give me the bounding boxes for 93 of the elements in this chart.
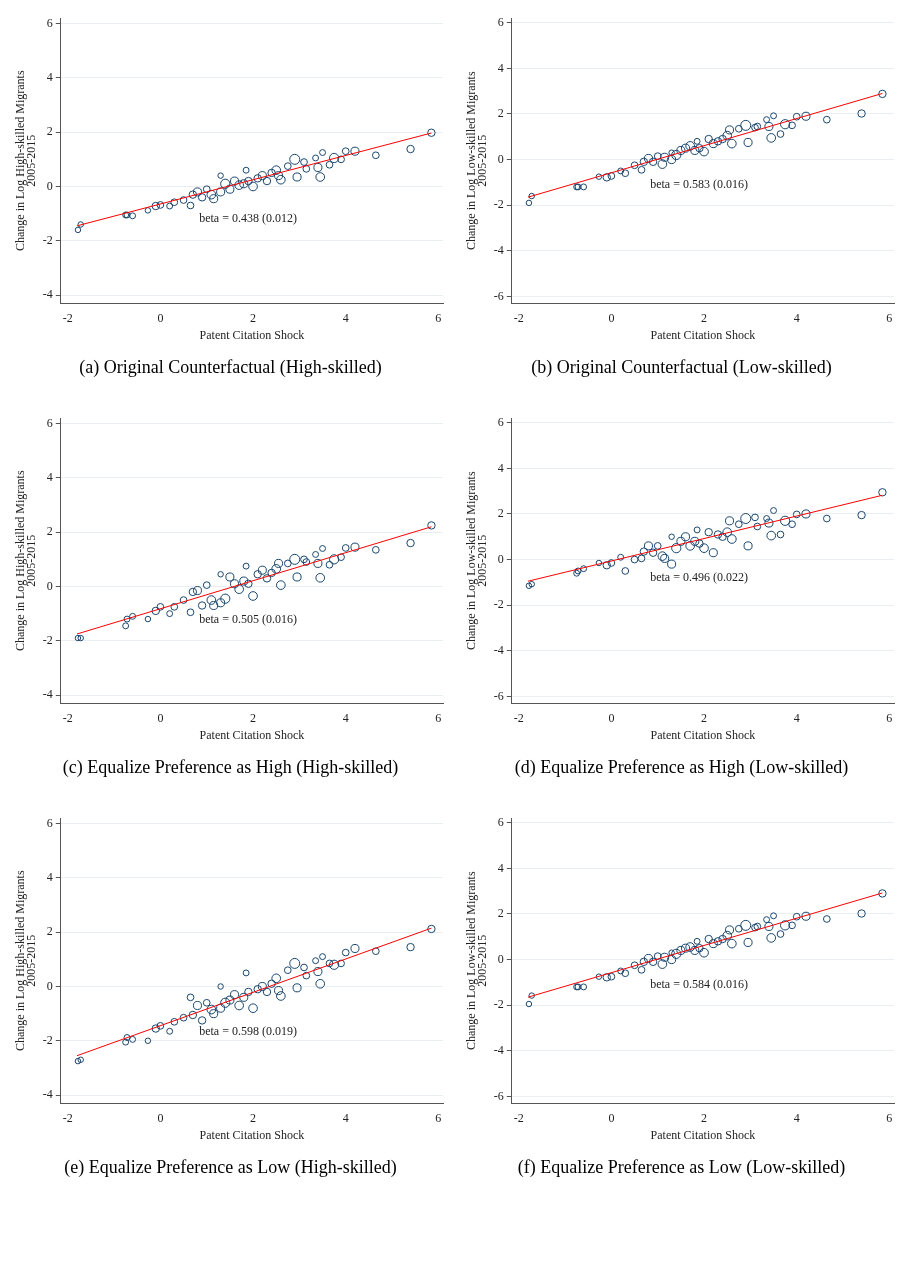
y-tick-label: 6	[46, 815, 53, 830]
y-tick-label: -2	[493, 197, 504, 212]
y-tick-label: 6	[497, 14, 504, 29]
x-tick-label: 0	[156, 1110, 163, 1125]
x-axis-title: Patent Citation Shock	[199, 327, 304, 342]
y-tick-label: 4	[46, 870, 53, 885]
y-tick-label: 4	[46, 470, 53, 485]
text: (a) Original Counterfactual (High-skilled)	[79, 357, 382, 378]
x-tick-label: 6	[885, 1110, 892, 1125]
x-tick-label: 0	[156, 710, 163, 725]
text: (f) Equalize Preference as Low (Low-skilled)	[517, 1157, 846, 1178]
x-tick-label: 6	[434, 1110, 441, 1125]
y-tick-label: 0	[46, 178, 53, 193]
y-tick-label: 4	[497, 860, 504, 875]
x-tick-label: -2	[62, 1110, 73, 1125]
y-tick-label: -2	[42, 1032, 53, 1047]
y-tick-label: 0	[497, 951, 504, 966]
x-axis-title: Patent Citation Shock	[199, 1127, 304, 1142]
annotation: beta = 0.438 (0.012)	[198, 211, 297, 226]
y-tick-label: -4	[42, 1087, 53, 1102]
x-tick-label: 2	[249, 1110, 256, 1125]
y-tick-label: -2	[42, 232, 53, 247]
y-tick-label: 0	[46, 978, 53, 993]
y-tick-label: 0	[497, 551, 504, 566]
x-tick-label: 4	[793, 1110, 800, 1125]
y-tick-label: -2	[42, 632, 53, 647]
y-tick-label: 6	[497, 814, 504, 829]
y-axis-title: Change in Log Low-skilled Migrants 2005-2015	[463, 871, 489, 1051]
x-tick-label: 0	[156, 310, 163, 325]
x-tick-label: 4	[342, 1110, 349, 1125]
y-tick-label: -6	[493, 1088, 504, 1103]
y-tick-label: 2	[497, 906, 504, 921]
x-tick-label: -2	[513, 710, 524, 725]
annotation: beta = 0.598 (0.019)	[198, 1024, 297, 1039]
y-tick-label: 6	[497, 414, 504, 429]
x-tick-label: -2	[62, 310, 73, 325]
x-axis-title: Patent Citation Shock	[650, 327, 755, 342]
x-tick-label: 4	[342, 710, 349, 725]
y-tick-label: 0	[497, 151, 504, 166]
y-tick-label: -4	[493, 642, 504, 657]
x-tick-label: 6	[434, 310, 441, 325]
y-tick-label: 2	[46, 124, 53, 139]
x-axis-title: Patent Citation Shock	[199, 727, 304, 742]
y-tick-label: -6	[493, 688, 504, 703]
y-axis-title: Change in Log Low-skilled Migrants 2005-2015	[463, 71, 489, 251]
x-tick-label: -2	[513, 310, 524, 325]
y-tick-label: -6	[493, 288, 504, 303]
x-axis-title: Patent Citation Shock	[650, 727, 755, 742]
x-tick-label: 4	[793, 710, 800, 725]
annotation: beta = 0.505 (0.016)	[198, 612, 297, 627]
y-tick-label: -2	[493, 597, 504, 612]
y-tick-label: 2	[497, 106, 504, 121]
text: (b) Original Counterfactual (Low-skilled)	[531, 357, 832, 378]
y-tick-label: 6	[46, 415, 53, 430]
y-axis-title: Change in Log High-skilled Migrants 2005-2015	[12, 70, 38, 252]
x-tick-label: 2	[700, 310, 707, 325]
x-tick-label: 2	[249, 710, 256, 725]
x-tick-label: 2	[700, 710, 707, 725]
x-tick-label: 6	[885, 310, 892, 325]
y-tick-label: 2	[46, 524, 53, 539]
y-tick-label: 4	[497, 60, 504, 75]
y-axis-title: Change in Log Low-skilled Migrants 2005-2015	[463, 471, 489, 651]
x-tick-label: 2	[249, 310, 256, 325]
y-tick-label: -4	[493, 1042, 504, 1057]
y-tick-label: -4	[42, 287, 53, 302]
text: (d) Equalize Preference as High (Low-skilled)	[514, 757, 849, 778]
x-tick-label: 6	[885, 710, 892, 725]
y-tick-label: 6	[46, 15, 53, 30]
x-tick-label: -2	[62, 710, 73, 725]
text: (e) Equalize Preference as Low (High-skilled)	[64, 1157, 397, 1178]
x-tick-label: 0	[607, 710, 614, 725]
x-tick-label: 2	[700, 1110, 707, 1125]
annotation: beta = 0.583 (0.016)	[649, 177, 748, 192]
y-tick-label: -4	[42, 687, 53, 702]
y-tick-label: -2	[493, 997, 504, 1012]
y-tick-label: -4	[493, 242, 504, 257]
x-tick-label: 0	[607, 1110, 614, 1125]
x-tick-label: 4	[793, 310, 800, 325]
annotation: beta = 0.496 (0.022)	[649, 569, 748, 584]
y-tick-label: 2	[46, 924, 53, 939]
x-tick-label: -2	[513, 1110, 524, 1125]
x-axis-title: Patent Citation Shock	[650, 1127, 755, 1142]
y-axis-title: Change in Log High-skilled Migrants 2005-2015	[12, 870, 38, 1052]
x-tick-label: 0	[607, 310, 614, 325]
x-tick-label: 6	[434, 710, 441, 725]
y-axis-title: Change in Log High-skilled Migrants 2005-2015	[12, 470, 38, 652]
y-tick-label: 2	[497, 506, 504, 521]
annotation: beta = 0.584 (0.016)	[649, 977, 748, 992]
text: (c) Equalize Preference as High (High-skilled)	[62, 757, 399, 778]
x-tick-label: 4	[342, 310, 349, 325]
y-tick-label: 4	[46, 70, 53, 85]
y-tick-label: 0	[46, 578, 53, 593]
y-tick-label: 4	[497, 460, 504, 475]
